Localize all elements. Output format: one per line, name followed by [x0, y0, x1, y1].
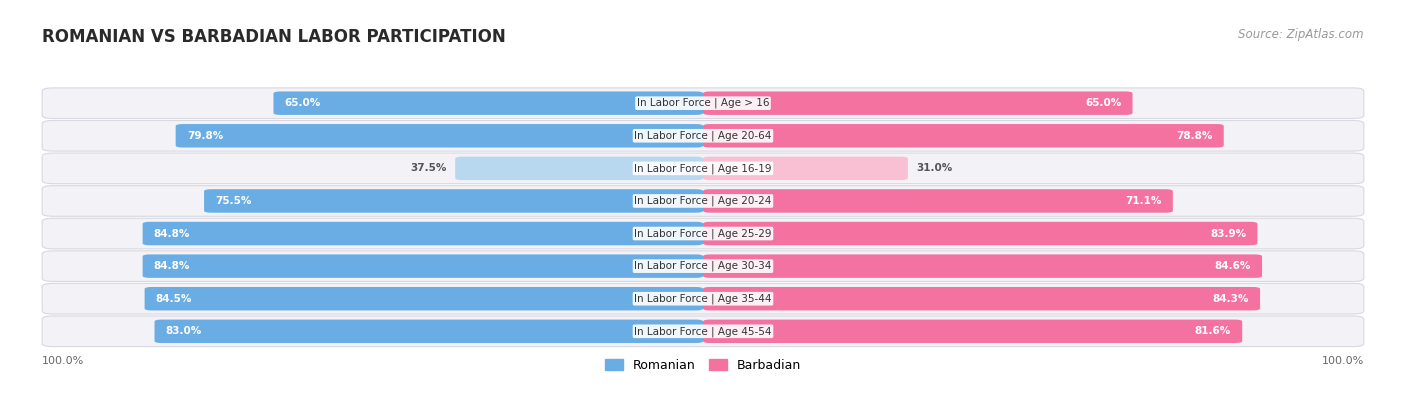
Text: ROMANIAN VS BARBADIAN LABOR PARTICIPATION: ROMANIAN VS BARBADIAN LABOR PARTICIPATIO… [42, 28, 506, 46]
Text: In Labor Force | Age 25-29: In Labor Force | Age 25-29 [634, 228, 772, 239]
FancyBboxPatch shape [42, 120, 1364, 151]
FancyBboxPatch shape [703, 254, 1263, 278]
Text: 78.8%: 78.8% [1175, 131, 1212, 141]
FancyBboxPatch shape [703, 320, 1243, 343]
FancyBboxPatch shape [42, 186, 1364, 216]
FancyBboxPatch shape [155, 320, 703, 343]
Text: In Labor Force | Age 16-19: In Labor Force | Age 16-19 [634, 163, 772, 174]
Text: 100.0%: 100.0% [42, 356, 84, 365]
Text: 84.3%: 84.3% [1212, 294, 1249, 304]
Text: 79.8%: 79.8% [187, 131, 224, 141]
Text: In Labor Force | Age 30-34: In Labor Force | Age 30-34 [634, 261, 772, 271]
Text: 83.9%: 83.9% [1211, 229, 1246, 239]
FancyBboxPatch shape [703, 124, 1223, 147]
Text: 84.8%: 84.8% [153, 229, 190, 239]
Text: In Labor Force | Age 35-44: In Labor Force | Age 35-44 [634, 293, 772, 304]
Text: 65.0%: 65.0% [285, 98, 321, 108]
Text: 84.5%: 84.5% [156, 294, 193, 304]
Text: In Labor Force | Age > 16: In Labor Force | Age > 16 [637, 98, 769, 109]
FancyBboxPatch shape [42, 88, 1364, 118]
Text: 37.5%: 37.5% [411, 164, 447, 173]
FancyBboxPatch shape [142, 222, 703, 245]
FancyBboxPatch shape [703, 92, 1133, 115]
Text: 65.0%: 65.0% [1085, 98, 1122, 108]
Text: In Labor Force | Age 20-24: In Labor Force | Age 20-24 [634, 196, 772, 206]
FancyBboxPatch shape [142, 254, 703, 278]
FancyBboxPatch shape [456, 157, 703, 180]
Text: 84.6%: 84.6% [1215, 261, 1251, 271]
FancyBboxPatch shape [42, 316, 1364, 347]
FancyBboxPatch shape [176, 124, 703, 147]
Text: 31.0%: 31.0% [917, 164, 952, 173]
Text: 84.8%: 84.8% [153, 261, 190, 271]
Legend: Romanian, Barbadian: Romanian, Barbadian [599, 354, 807, 377]
FancyBboxPatch shape [703, 189, 1173, 213]
Text: 71.1%: 71.1% [1125, 196, 1161, 206]
FancyBboxPatch shape [145, 287, 703, 310]
FancyBboxPatch shape [42, 283, 1364, 314]
Text: In Labor Force | Age 45-54: In Labor Force | Age 45-54 [634, 326, 772, 337]
Text: 100.0%: 100.0% [1322, 356, 1364, 365]
Text: In Labor Force | Age 20-64: In Labor Force | Age 20-64 [634, 130, 772, 141]
FancyBboxPatch shape [204, 189, 703, 213]
FancyBboxPatch shape [703, 222, 1257, 245]
FancyBboxPatch shape [42, 153, 1364, 184]
FancyBboxPatch shape [273, 92, 703, 115]
FancyBboxPatch shape [703, 157, 908, 180]
FancyBboxPatch shape [42, 251, 1364, 282]
Text: 75.5%: 75.5% [215, 196, 252, 206]
FancyBboxPatch shape [42, 218, 1364, 249]
FancyBboxPatch shape [703, 287, 1260, 310]
Text: 83.0%: 83.0% [166, 326, 202, 336]
Text: 81.6%: 81.6% [1195, 326, 1232, 336]
Text: Source: ZipAtlas.com: Source: ZipAtlas.com [1239, 28, 1364, 41]
